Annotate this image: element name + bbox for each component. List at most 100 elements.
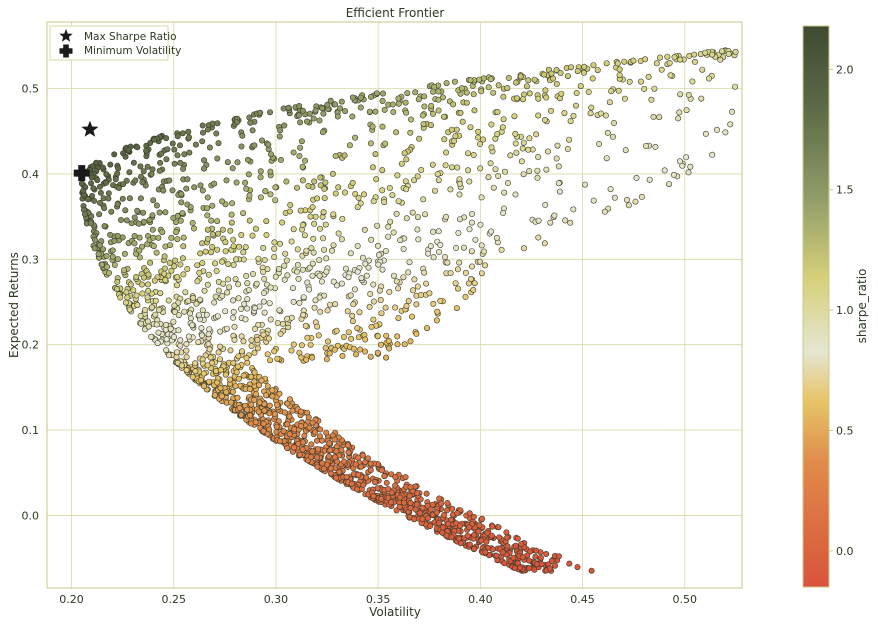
scatter-point	[309, 204, 316, 211]
scatter-point	[372, 108, 379, 115]
scatter-point	[369, 123, 376, 130]
scatter-point	[334, 113, 341, 120]
scatter-point	[638, 193, 645, 200]
scatter-point	[501, 189, 508, 196]
y-tick-label: 0.4	[22, 168, 40, 181]
scatter-point	[132, 177, 139, 184]
scatter-point	[427, 122, 434, 129]
scatter-point	[475, 528, 482, 535]
scatter-point	[319, 460, 326, 467]
scatter-point	[155, 234, 162, 241]
scatter-point	[430, 228, 437, 235]
scatter-point	[382, 140, 389, 147]
scatter-point	[456, 259, 463, 266]
scatter-point	[558, 90, 565, 97]
scatter-point	[325, 453, 332, 460]
scatter-point	[314, 195, 321, 202]
scatter-point	[144, 294, 151, 301]
scatter-point	[140, 209, 147, 216]
scatter-point	[311, 304, 318, 311]
scatter-point	[260, 331, 267, 338]
scatter-point	[181, 308, 188, 315]
scatter-point	[207, 354, 214, 361]
scatter-point	[311, 220, 318, 227]
scatter-point	[253, 391, 260, 398]
scatter-point	[240, 372, 247, 379]
scatter-point	[308, 441, 315, 448]
scatter-point	[131, 240, 138, 247]
scatter-point	[493, 234, 500, 241]
scatter-point	[489, 546, 496, 553]
legend-label-max-sharpe: Max Sharpe Ratio	[84, 31, 177, 43]
scatter-point	[261, 407, 268, 414]
scatter-point	[255, 408, 262, 415]
y-axis-label: Expected Returns	[7, 252, 21, 358]
scatter-point	[326, 301, 333, 308]
scatter-point	[289, 407, 296, 414]
scatter-point	[223, 389, 230, 396]
scatter-point	[574, 68, 581, 75]
scatter-point	[294, 246, 301, 253]
scatter-point	[341, 458, 348, 465]
scatter-point	[731, 83, 738, 90]
scatter-point	[370, 298, 377, 305]
scatter-point	[244, 280, 251, 287]
legend-plus-icon	[59, 44, 73, 58]
scatter-point	[230, 297, 237, 304]
scatter-point	[519, 554, 526, 561]
scatter-point	[281, 276, 288, 283]
scatter-point	[543, 94, 550, 101]
scatter-point	[244, 359, 251, 366]
scatter-point	[269, 387, 276, 394]
scatter-point	[317, 174, 324, 181]
scatter-point	[219, 198, 226, 205]
scatter-point	[671, 54, 678, 61]
colorbar-tick-label: 1.5	[836, 184, 854, 197]
scatter-point	[333, 448, 340, 455]
scatter-point	[320, 110, 327, 117]
scatter-point	[637, 78, 644, 85]
scatter-point	[205, 331, 212, 338]
scatter-point	[175, 312, 182, 319]
scatter-point	[460, 244, 467, 251]
scatter-point	[351, 286, 358, 293]
scatter-point	[450, 101, 457, 108]
scatter-point	[277, 156, 284, 163]
scatter-point	[691, 58, 698, 65]
scatter-point	[443, 149, 450, 156]
scatter-point	[427, 243, 434, 250]
scatter-point	[366, 108, 373, 115]
scatter-point	[479, 515, 486, 522]
scatter-point	[258, 137, 265, 144]
scatter-point	[308, 245, 315, 252]
scatter-point	[117, 294, 124, 301]
scatter-point	[327, 447, 334, 454]
scatter-point	[112, 176, 119, 183]
scatter-point	[235, 353, 242, 360]
scatter-point	[419, 515, 426, 522]
scatter-point	[248, 337, 255, 344]
scatter-point	[101, 223, 108, 230]
scatter-point	[275, 265, 282, 272]
scatter-point	[492, 166, 499, 173]
scatter-point	[260, 244, 267, 251]
scatter-point	[223, 177, 230, 184]
scatter-point	[478, 242, 485, 249]
scatter-point	[218, 393, 225, 400]
scatter-point	[166, 259, 173, 266]
scatter-point	[419, 504, 426, 511]
scatter-point	[142, 306, 149, 313]
scatter-point	[396, 494, 403, 501]
scatter-point	[251, 369, 258, 376]
scatter-point	[130, 159, 137, 166]
scatter-point	[320, 465, 327, 472]
scatter-point	[316, 225, 323, 232]
scatter-point	[120, 150, 127, 157]
scatter-point	[616, 72, 623, 79]
scatter-point	[512, 191, 519, 198]
scatter-point	[206, 326, 213, 333]
scatter-point	[284, 272, 291, 279]
scatter-point	[477, 221, 484, 228]
scatter-point	[290, 341, 297, 348]
scatter-point	[291, 426, 298, 433]
